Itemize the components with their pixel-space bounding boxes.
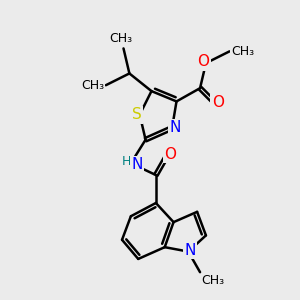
- Text: CH₃: CH₃: [81, 79, 104, 92]
- Text: S: S: [132, 107, 142, 122]
- Text: CH₃: CH₃: [231, 45, 254, 58]
- Text: N: N: [169, 120, 181, 135]
- Text: H: H: [122, 155, 131, 168]
- Text: N: N: [184, 243, 195, 258]
- Text: O: O: [165, 147, 177, 162]
- Text: CH₃: CH₃: [202, 274, 225, 287]
- Text: O: O: [212, 95, 224, 110]
- Text: N: N: [131, 157, 142, 172]
- Text: CH₃: CH₃: [109, 32, 132, 46]
- Text: O: O: [197, 54, 209, 69]
